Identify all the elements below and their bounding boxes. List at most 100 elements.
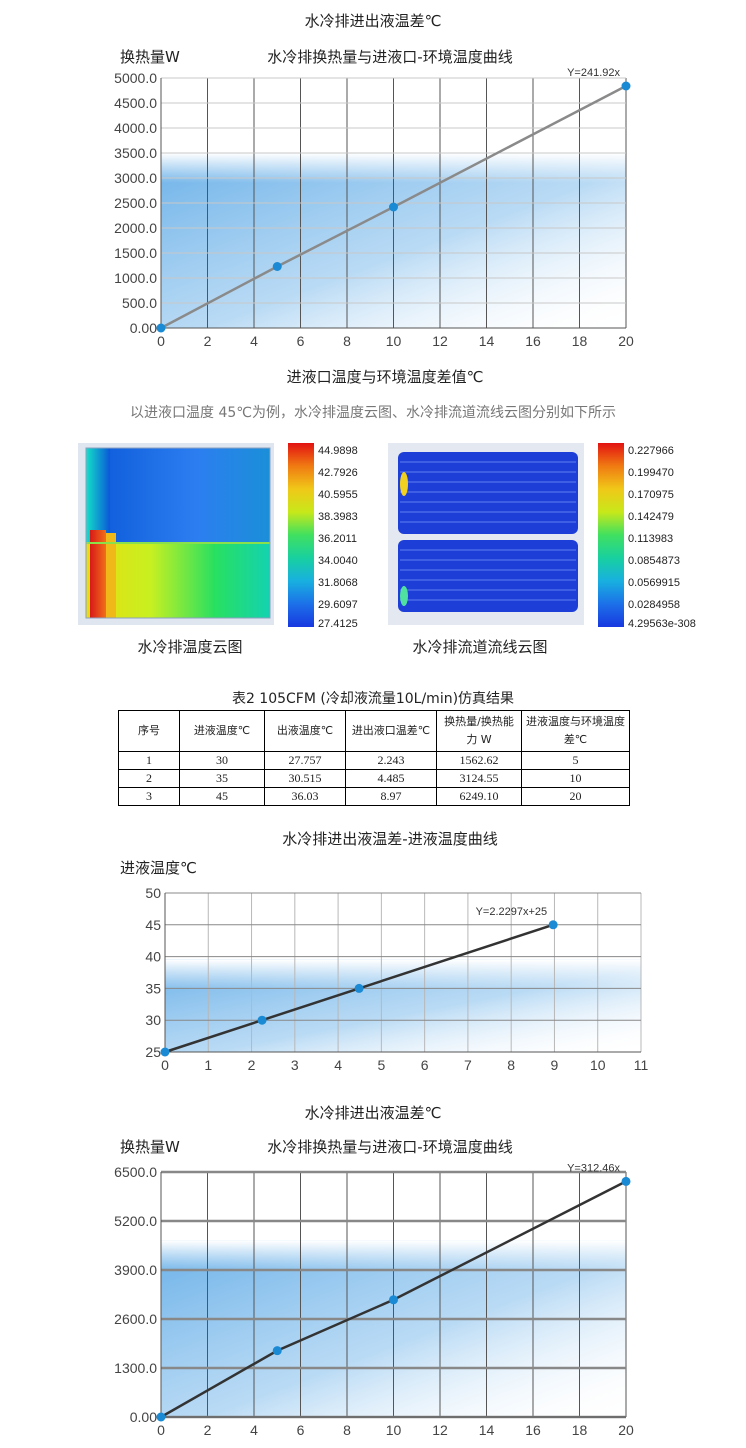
flow-legend-label: 0.0569915 (628, 577, 680, 589)
chart3-y-label: 换热量W (120, 1138, 180, 1156)
results-table: 序号 进液温度℃ 出液温度℃ 进出液口温差℃ 换热量/换热能力 W 进液温度与环… (118, 710, 630, 806)
temp-legend-label: 34.0040 (318, 555, 358, 567)
temp-legend-label: 27.4125 (318, 618, 358, 630)
table-header-cell: 出液温度℃ (264, 710, 346, 752)
flow-legend-label: 4.29563e-308 (628, 618, 696, 630)
x-tick-label: 10 (386, 1422, 402, 1438)
y-tick-label: 5200.0 (114, 1213, 157, 1229)
x-tick-label: 16 (525, 333, 541, 349)
series-line (164, 923, 554, 1054)
table-row: 3 45 36.03 8.97 6249.10 20 (118, 787, 630, 806)
table-header-cell: 进出液口温差℃ (345, 710, 437, 752)
y-tick-label: 1300.0 (114, 1360, 157, 1376)
flow-legend-label: 0.199470 (628, 467, 674, 479)
table-header-cell: 换热量/换热能力 W (436, 710, 522, 752)
x-tick-label: 0 (157, 1422, 165, 1438)
temp-legend-label: 36.2011 (318, 533, 357, 545)
temperature-contour-caption: 水冷排温度云图 (137, 638, 243, 656)
y-tick-label: 2500.0 (114, 195, 157, 211)
x-tick-label: 18 (572, 333, 588, 349)
table-cell: 2.243 (345, 751, 437, 770)
x-tick-label: 0 (157, 333, 165, 349)
x-tick-label: 16 (525, 1422, 541, 1438)
series-line (160, 84, 627, 330)
intro-text: 以进液口温度 45℃为例，水冷排温度云图、水冷排流道流线云图分别如下所示 (130, 405, 616, 421)
data-point (354, 983, 364, 993)
data-point (548, 920, 558, 930)
flow-legend-label: 0.170975 (628, 489, 674, 501)
x-tick-label: 1 (204, 1057, 212, 1073)
flow-legend-label: 0.113983 (628, 533, 674, 545)
x-tick-label: 20 (618, 1422, 634, 1438)
data-point (621, 1176, 631, 1186)
flow-contour-image (388, 443, 584, 625)
chart1-y-label: 换热量W (120, 48, 180, 66)
y-tick-label: 3900.0 (114, 1262, 157, 1278)
table-header-row: 序号 进液温度℃ 出液温度℃ 进出液口温差℃ 换热量/换热能力 W 进液温度与环… (118, 710, 630, 752)
data-point (389, 1295, 398, 1305)
x-tick-label: 6 (297, 1422, 305, 1438)
data-point (257, 1015, 267, 1025)
table-cell: 45 (179, 787, 265, 806)
y-tick-label: 50 (145, 885, 161, 901)
temp-legend-label: 29.6097 (318, 599, 358, 611)
y-tick-label: 3500.0 (114, 145, 157, 161)
y-tick-label: 4000.0 (114, 120, 157, 136)
y-tick-label: 0.00 (130, 1409, 157, 1425)
x-tick-label: 6 (421, 1057, 429, 1073)
x-tick-label: 10 (386, 333, 402, 349)
flow-legend-label: 0.142479 (628, 511, 674, 523)
table-cell: 6249.10 (436, 787, 522, 806)
x-tick-label: 8 (507, 1057, 515, 1073)
chart3-top-title: 水冷排进出液温差℃ (304, 1104, 442, 1122)
y-tick-label: 45 (145, 917, 161, 933)
x-tick-label: 4 (250, 1422, 258, 1438)
table-row: 1 30 27.757 2.243 1562.62 5 (118, 751, 630, 770)
flow-legend-label: 0.0284958 (628, 599, 680, 611)
table-row: 2 35 30.515 4.485 3124.55 10 (118, 769, 630, 788)
temp-legend-label: 42.7926 (318, 467, 358, 479)
y-tick-label: 6500.0 (114, 1164, 157, 1180)
table-cell: 36.03 (264, 787, 346, 806)
data-point (389, 202, 398, 212)
chart1-title: 水冷排换热量与进液口-环境温度曲线 (267, 48, 513, 66)
x-tick-label: 12 (432, 1422, 448, 1438)
y-tick-label: 1500.0 (114, 245, 157, 261)
y-tick-label: 3000.0 (114, 170, 157, 186)
x-tick-label: 4 (250, 333, 258, 349)
y-tick-label: 500.0 (122, 295, 157, 311)
x-tick-label: 12 (432, 333, 448, 349)
y-tick-label: 5000.0 (114, 70, 157, 86)
trendline-equation: Y=312.46x (567, 1162, 620, 1174)
temp-legend-label: 44.9898 (318, 445, 358, 457)
y-tick-label: 1000.0 (114, 270, 157, 286)
y-tick-label: 30 (145, 1012, 161, 1028)
chart2-top-title: 水冷排进出液温差-进液温度曲线 (282, 830, 498, 848)
x-tick-label: 2 (204, 333, 212, 349)
table-cell: 20 (521, 787, 630, 806)
x-tick-label: 2 (204, 1422, 212, 1438)
x-tick-label: 5 (377, 1057, 385, 1073)
chart1-x-label: 进液口温度与环境温度差值℃ (286, 368, 484, 386)
data-point (621, 81, 631, 91)
trendline-equation: Y=2.2297x+25 (476, 906, 548, 918)
temp-legend-label: 40.5955 (318, 489, 358, 501)
y-tick-label: 4500.0 (114, 95, 157, 111)
x-tick-label: 0 (161, 1057, 169, 1073)
temp-legend-label: 38.3983 (318, 511, 358, 523)
x-tick-label: 11 (634, 1057, 649, 1073)
y-tick-label: 0.00 (130, 320, 157, 336)
x-tick-label: 4 (334, 1057, 342, 1073)
table-caption: 表2 105CFM (冷却液流量10L/min)仿真结果 (231, 691, 515, 707)
flow-legend-label: 0.0854873 (628, 555, 680, 567)
x-tick-label: 6 (297, 333, 305, 349)
x-tick-label: 8 (343, 333, 351, 349)
data-point (272, 262, 282, 271)
temperature-contour-image (78, 443, 274, 625)
y-tick-label: 2600.0 (114, 1311, 157, 1327)
temp-legend-label: 31.8068 (318, 577, 358, 589)
x-tick-label: 9 (551, 1057, 559, 1073)
x-tick-label: 20 (618, 333, 634, 349)
